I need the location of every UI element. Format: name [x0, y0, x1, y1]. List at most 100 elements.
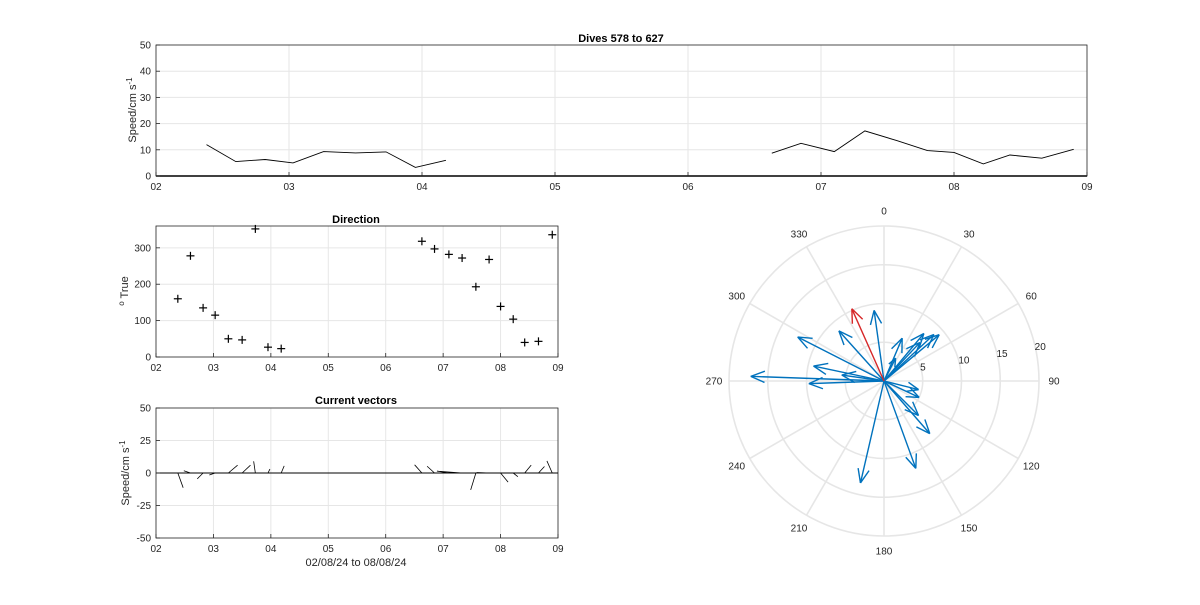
polar-angle-label: 30: [963, 229, 975, 240]
vector-stick: [476, 472, 490, 474]
speed-ytick-label: 20: [140, 119, 152, 130]
polar-labels: 0 30 60 90 120 150 180 210 240 270 300 330 5 10 15 20: [706, 207, 1060, 558]
direction-ytick-label: 100: [134, 316, 151, 327]
polar-angle-label: 210: [791, 524, 808, 535]
vector-stick: [209, 472, 216, 476]
polar-arrow-latest-head: [851, 308, 864, 320]
vector-stick: [267, 468, 271, 474]
speed-xtick-label: 02: [150, 182, 162, 193]
polar-arrow-head: [910, 332, 925, 342]
polar-angle-label: 240: [728, 462, 745, 473]
speed-xtick-label: 07: [815, 182, 827, 193]
polar-spoke: [749, 302, 885, 382]
direction-marker: [199, 303, 208, 312]
direction-marker: [251, 224, 260, 233]
polar-arrow-shaft: [813, 365, 885, 382]
polar-arrow-shaft: [873, 310, 885, 382]
speed-line: [206, 144, 447, 168]
direction-ytick-label: 0: [145, 353, 151, 364]
polar-arrow: [883, 380, 920, 399]
vectors-title: Current vectors: [315, 395, 397, 407]
polar-arrow: [883, 341, 921, 382]
vectors-ytick-label: 25: [140, 436, 152, 447]
polar-plot: 0 30 60 90 120 150 180 210 240 270 300 330 5 10 15 20: [706, 207, 1060, 558]
direction-plot: 02 03 04 05 06 07 08 09 0 100 200 300 Direction o T…: [117, 214, 564, 374]
direction-ytick-label: 200: [134, 280, 151, 291]
polar-arrow: [808, 376, 885, 390]
direction-marker: [430, 244, 439, 253]
vectors-xtick-label: 02: [150, 544, 162, 555]
polar-arrow-head: [924, 419, 931, 434]
speed-ticks: 02 03 04 05 06 07 08 09 0 10 20 30 40 50: [140, 41, 1093, 194]
polar-radius-label: 15: [996, 349, 1008, 360]
polar-angle-label: 60: [1026, 292, 1038, 303]
polar-arrow: [883, 380, 931, 435]
polar-radius-label: 10: [958, 356, 970, 367]
polar-arrow-head: [859, 470, 870, 484]
direction-marker: [496, 302, 505, 311]
polar-angle-label: 120: [1023, 462, 1040, 473]
polar-arrow-shaft: [883, 341, 921, 382]
vectors-xtick-label: 04: [265, 544, 277, 555]
polar-spoke: [883, 380, 1019, 460]
vector-stick: [546, 460, 553, 474]
speed-ytick-label: 30: [140, 93, 152, 104]
direction-marker: [417, 237, 426, 246]
direction-axes-frame: [155, 225, 559, 358]
polar-arrow: [838, 330, 885, 382]
direction-marker: [173, 294, 182, 303]
polar-arrow-head: [912, 401, 920, 416]
polar-arrow-head: [841, 374, 856, 384]
speed-ytick-label: 50: [140, 41, 152, 52]
polar-arrow-shaft: [883, 380, 931, 435]
vectors-ytick-label: 50: [140, 404, 152, 415]
polar-arrow-head: [906, 341, 921, 350]
speed-xtick-label: 09: [1081, 182, 1093, 193]
vector-stick: [253, 461, 256, 474]
polar-spoke: [805, 380, 885, 516]
polar-arrow-shaft: [883, 337, 903, 382]
polar-angle-label: 300: [728, 292, 745, 303]
polar-arrow-head: [750, 370, 766, 378]
polar-angle-label: 0: [881, 207, 887, 218]
direction-xtick-label: 08: [495, 363, 507, 374]
polar-spoke: [883, 302, 1019, 382]
polar-arrow: [883, 337, 903, 382]
polar-arrow-latest-head: [851, 308, 854, 324]
polar-arrow-head: [905, 456, 917, 469]
polar-arrow: [857, 380, 885, 484]
polar-angle-label: 90: [1048, 377, 1060, 388]
polar-arrow: [797, 336, 885, 382]
speed-ytick-label: 10: [140, 145, 152, 156]
polar-arrow-head: [797, 336, 813, 340]
vector-stick: [414, 464, 423, 474]
speed-xtick-label: 08: [948, 182, 960, 193]
polar-angle-label: 180: [876, 547, 893, 558]
polar-arrow-shaft: [808, 380, 885, 385]
speed-ytick-label: 40: [140, 67, 152, 78]
vectors-ylabel: Speed/cm s-1: [118, 440, 132, 506]
vector-stick: [280, 465, 285, 474]
polar-arrow-head: [873, 310, 883, 324]
direction-marker: [186, 251, 195, 260]
speed-xtick-label: 05: [549, 182, 561, 193]
speed-ytick-label: 0: [145, 172, 151, 183]
polar-arrow-latest-shaft: [851, 308, 885, 382]
direction-marker: [277, 344, 286, 353]
vectors-ytick-label: -50: [137, 534, 152, 545]
direction-frame: [155, 225, 559, 358]
polar-arrow-shaft: [883, 380, 917, 469]
polar-arrow-head: [797, 336, 809, 349]
direction-ticks: 02 03 04 05 06 07 08 09 0 100 200 300: [134, 243, 564, 374]
direction-marker: [224, 334, 233, 343]
direction-marker: [485, 255, 494, 264]
polar-arrow-head: [838, 330, 853, 339]
direction-marker: [520, 338, 529, 347]
vector-stick: [538, 466, 545, 474]
speed-xtick-label: 06: [682, 182, 694, 193]
polar-arrow-head: [908, 381, 920, 391]
direction-marker: [548, 230, 557, 239]
vector-stick: [228, 464, 238, 474]
